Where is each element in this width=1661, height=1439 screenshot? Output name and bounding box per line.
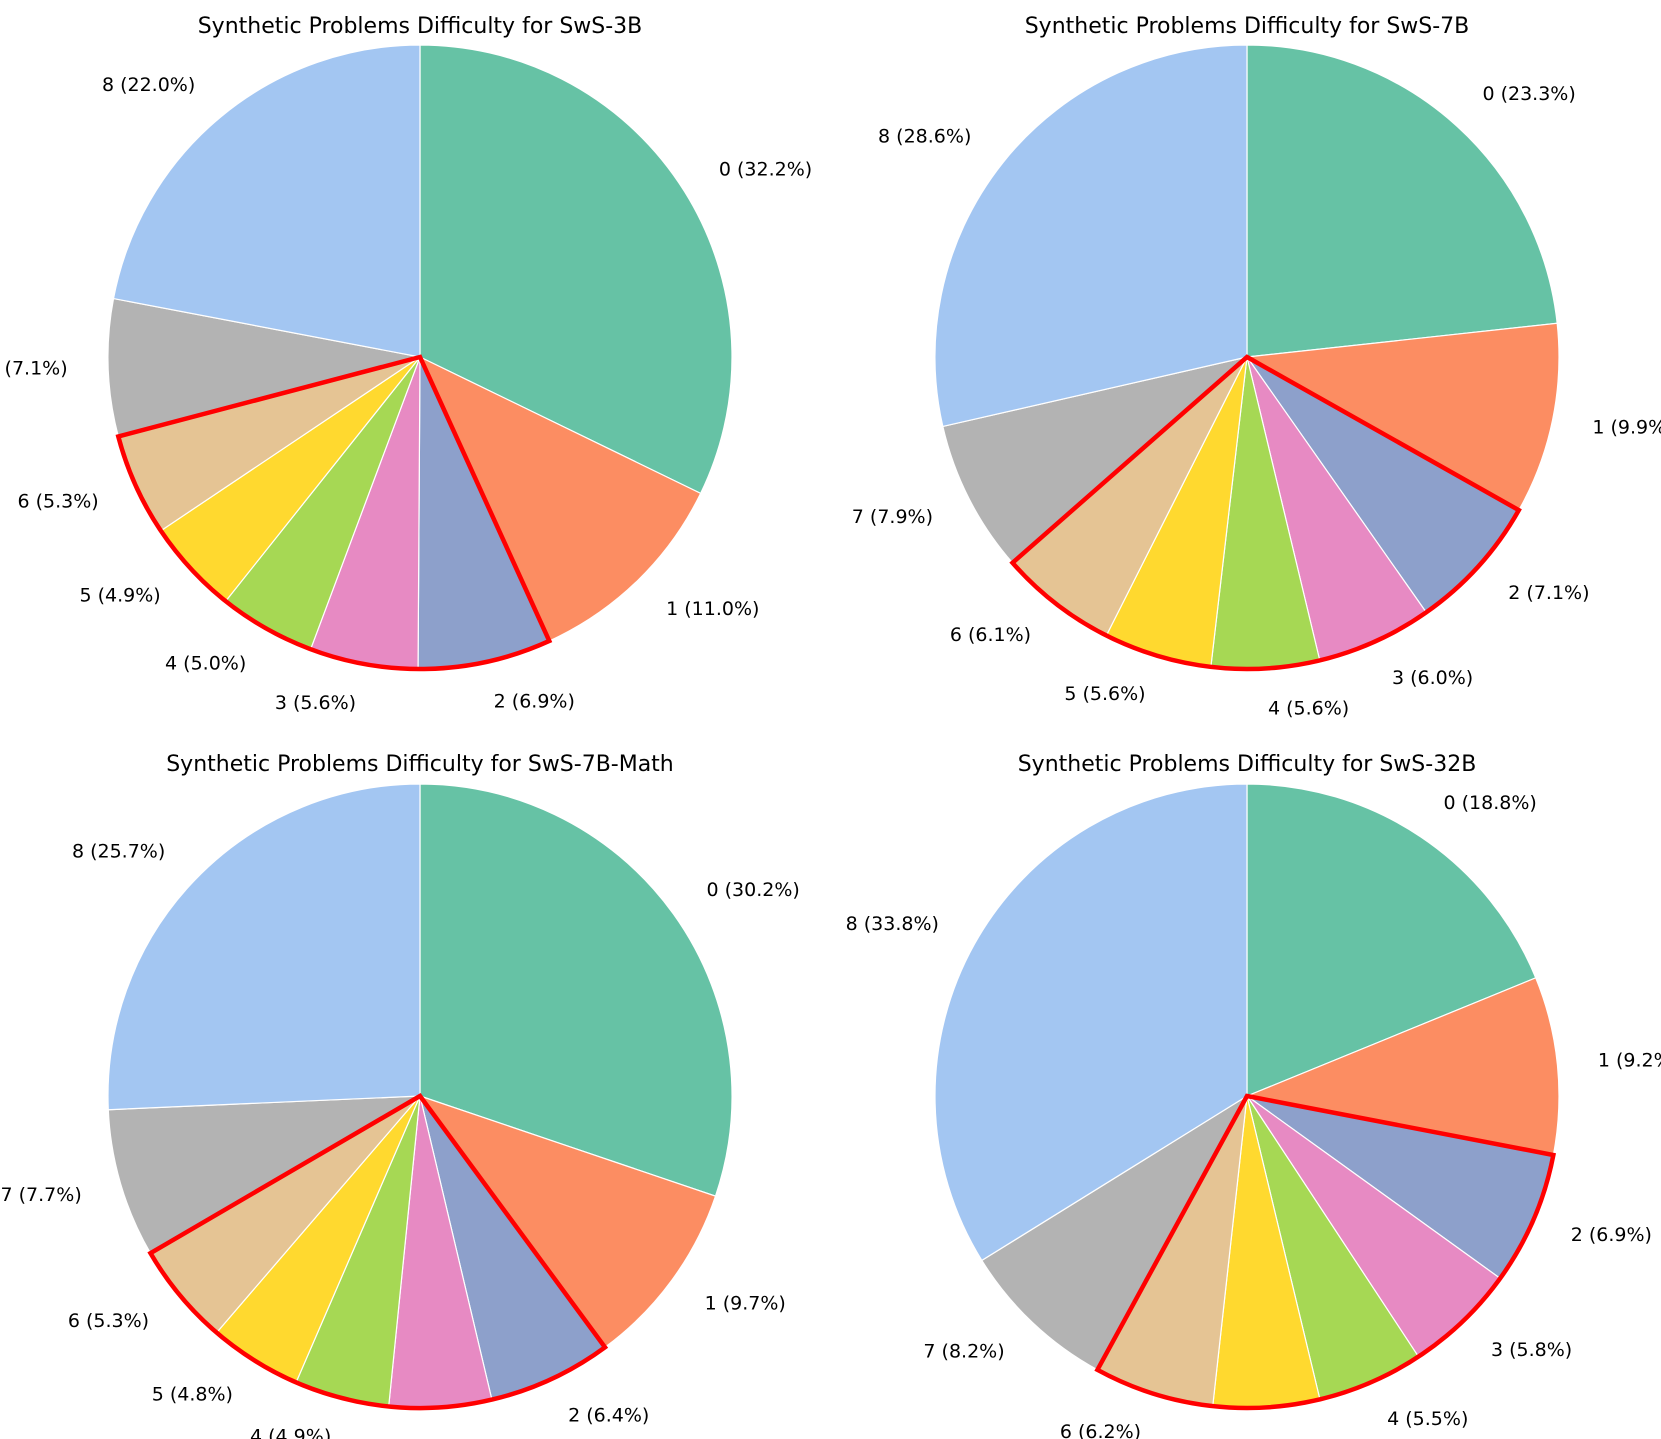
- pie-slice-7: [107, 297, 421, 438]
- pie-slice-7: [107, 1095, 421, 1254]
- slice-label-7: 7 (7.7%): [1, 1184, 82, 1206]
- slice-label-8: 8 (22.0%): [102, 74, 195, 96]
- pie-slice-0: [419, 783, 733, 1197]
- slice-label-2: 2 (7.1%): [1508, 582, 1589, 604]
- slice-label-0: 0 (30.2%): [707, 879, 800, 901]
- pie-slice-1: [1245, 322, 1560, 511]
- pie-slice-0: [1246, 783, 1537, 1097]
- slice-label-1: 1 (9.7%): [705, 1293, 786, 1315]
- highlight-outline: [1009, 354, 1522, 672]
- slice-label-2: 2 (6.9%): [1571, 1224, 1652, 1246]
- highlight-outline: [115, 354, 553, 672]
- slice-label-4: 4 (4.9%): [250, 1426, 331, 1439]
- slice-label-0: 0 (18.8%): [1444, 792, 1537, 814]
- slice-label-8: 8 (25.7%): [72, 841, 165, 863]
- slice-label-4: 4 (5.6%): [1268, 697, 1349, 719]
- slice-label-5: 5 (4.8%): [152, 1383, 233, 1405]
- slice-label-8: 8 (28.6%): [878, 126, 971, 148]
- slice-label-7: 7 (7.1%): [0, 358, 68, 380]
- pie-slice-7: [942, 356, 1248, 564]
- slice-label-3: 3 (5.8%): [1491, 1339, 1572, 1361]
- slice-label-0: 0 (23.3%): [1482, 83, 1575, 105]
- slice-label-7: 7 (8.2%): [923, 1341, 1004, 1363]
- slice-label-5: 5 (4.9%): [79, 584, 160, 606]
- pie-slice-8: [934, 44, 1248, 428]
- pie-slice-8: [934, 783, 1248, 1262]
- slice-label-6: 6 (6.1%): [950, 624, 1031, 646]
- slice-label-6: 6 (6.2%): [1060, 1421, 1141, 1439]
- pie-chart-2: Synthetic Problems Difficulty for SwS-7B…: [852, 14, 1661, 719]
- slice-label-1: 1 (9.9%): [1592, 416, 1661, 438]
- pie-slice-8: [112, 44, 421, 358]
- pie-slice-7: [981, 1094, 1249, 1371]
- slice-label-6: 6 (5.3%): [68, 1310, 149, 1332]
- slice-label-3: 3 (5.3%): [443, 1436, 524, 1439]
- highlight-outline: [147, 1093, 609, 1411]
- chart-title: Synthetic Problems Difficulty for SwS-7B…: [166, 752, 674, 777]
- slice-label-4: 4 (5.0%): [165, 652, 246, 674]
- slice-label-6: 6 (5.3%): [17, 491, 98, 513]
- pie-slice-0: [1246, 44, 1558, 358]
- slice-label-0: 0 (32.2%): [719, 158, 812, 180]
- slice-label-7: 7 (7.9%): [852, 506, 933, 528]
- highlight-outline: [1094, 1093, 1557, 1411]
- slice-label-8: 8 (33.8%): [846, 913, 939, 935]
- pie-slice-1: [418, 1094, 717, 1349]
- slice-label-5: 5 (5.6%): [1064, 683, 1145, 705]
- pie-slice-0: [419, 44, 733, 495]
- slice-label-3: 3 (6.0%): [1392, 667, 1473, 689]
- slice-label-2: 2 (6.9%): [494, 690, 575, 712]
- pie-chart-3: Synthetic Problems Difficulty for SwS-7B…: [1, 752, 800, 1439]
- pie-chart-4: Synthetic Problems Difficulty for SwS-32…: [846, 752, 1661, 1439]
- slice-label-2: 2 (6.4%): [568, 1404, 649, 1426]
- pie-slice-8: [107, 783, 421, 1111]
- pie-slice-1: [418, 355, 702, 642]
- chart-title: Synthetic Problems Difficulty for SwS-7B: [1025, 14, 1470, 39]
- slice-label-1: 1 (9.2%): [1598, 1050, 1661, 1072]
- slice-label-1: 1 (11.0%): [666, 598, 759, 620]
- chart-title: Synthetic Problems Difficulty for SwS-32…: [1018, 752, 1477, 777]
- slice-label-4: 4 (5.5%): [1387, 1408, 1468, 1430]
- chart-title: Synthetic Problems Difficulty for SwS-3B: [198, 14, 643, 39]
- slice-label-3: 3 (5.6%): [275, 692, 356, 714]
- slice-label-5: 5 (5.5%): [1269, 1436, 1350, 1439]
- pie-chart-1: Synthetic Problems Difficulty for SwS-3B…: [0, 14, 812, 714]
